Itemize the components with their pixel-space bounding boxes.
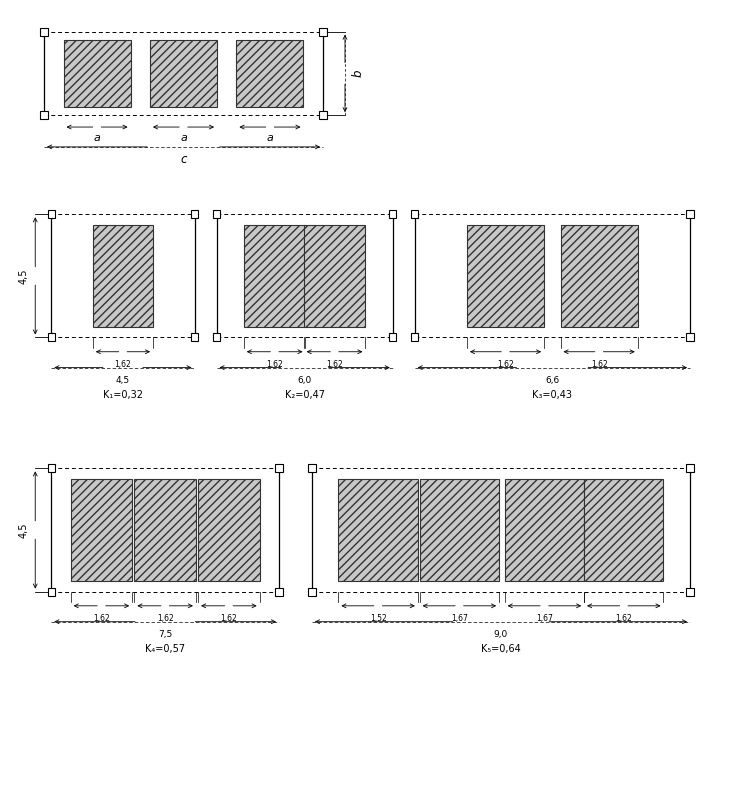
Bar	[198, 479, 260, 581]
Bar	[467, 225, 544, 327]
Text: 7,5: 7,5	[158, 630, 172, 638]
Text: 1,62: 1,62	[326, 360, 343, 368]
Text: K₁=0,32: K₁=0,32	[103, 390, 143, 400]
Bar	[275, 464, 283, 472]
Text: 1,62: 1,62	[93, 614, 110, 622]
Bar	[308, 464, 316, 472]
Bar	[304, 225, 366, 327]
Bar	[275, 588, 283, 596]
Text: a: a	[180, 133, 187, 144]
Text: 1,62: 1,62	[591, 360, 608, 368]
Text: 4,5: 4,5	[18, 522, 29, 538]
Text: 4,5: 4,5	[18, 268, 29, 283]
Bar	[411, 210, 418, 218]
Bar	[48, 333, 55, 341]
Bar	[48, 588, 55, 596]
Bar	[70, 479, 132, 581]
Bar	[48, 464, 55, 472]
Bar	[244, 225, 305, 327]
Text: 1,67: 1,67	[536, 614, 553, 622]
Bar	[40, 111, 48, 119]
Bar	[150, 40, 217, 107]
Bar	[213, 333, 220, 341]
Bar	[319, 111, 327, 119]
Bar	[134, 479, 196, 581]
Bar	[40, 28, 48, 36]
Bar	[584, 479, 664, 581]
Bar	[338, 479, 418, 581]
Text: 1,62: 1,62	[266, 360, 283, 368]
Text: K₅=0,64: K₅=0,64	[481, 644, 521, 654]
Text: b: b	[352, 70, 365, 77]
Bar	[686, 464, 694, 472]
Text: 1,62: 1,62	[157, 614, 173, 622]
Text: 9,0: 9,0	[494, 630, 508, 638]
Bar	[389, 210, 396, 218]
Text: 1,67: 1,67	[451, 614, 468, 622]
Bar	[411, 333, 418, 341]
Bar	[686, 333, 694, 341]
Bar	[191, 210, 198, 218]
Bar	[686, 210, 694, 218]
Text: c: c	[181, 153, 186, 166]
Bar	[420, 479, 499, 581]
Bar	[389, 333, 396, 341]
Bar	[308, 588, 316, 596]
Bar	[93, 225, 153, 327]
Bar	[505, 479, 584, 581]
Bar	[191, 333, 198, 341]
Bar	[561, 225, 638, 327]
Text: a: a	[94, 133, 101, 144]
Text: 1,62: 1,62	[115, 360, 131, 368]
Text: K₄=0,57: K₄=0,57	[145, 644, 185, 654]
Text: a: a	[266, 133, 273, 144]
Text: 1,52: 1,52	[370, 614, 387, 622]
Bar	[64, 40, 131, 107]
Text: 1,62: 1,62	[497, 360, 514, 368]
Text: 1,62: 1,62	[615, 614, 632, 622]
Text: K₃=0,43: K₃=0,43	[532, 390, 573, 400]
Bar	[48, 210, 55, 218]
Text: 4,5: 4,5	[116, 376, 130, 384]
Text: 6,0: 6,0	[297, 376, 312, 384]
Bar	[319, 28, 327, 36]
Text: 6,6: 6,6	[545, 376, 559, 384]
Text: 1,62: 1,62	[220, 614, 237, 622]
Text: K₂=0,47: K₂=0,47	[285, 390, 324, 400]
Bar	[213, 210, 220, 218]
Bar	[686, 588, 694, 596]
Bar	[236, 40, 303, 107]
